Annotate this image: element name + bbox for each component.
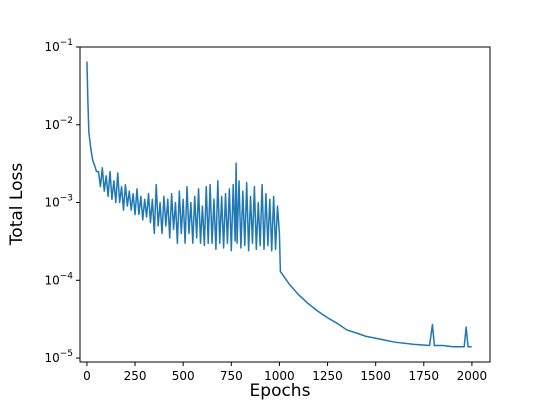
- y-tick-label: 10−4: [44, 271, 73, 287]
- x-tick-label: 1000: [264, 369, 295, 383]
- y-tick-label: 10−5: [44, 349, 73, 365]
- x-tick-label: 750: [220, 369, 243, 383]
- x-tick-label: 0: [83, 369, 91, 383]
- plot-frame: [79, 46, 491, 363]
- x-tick-label: 1500: [360, 369, 391, 383]
- x-tick-label: 1250: [312, 369, 343, 383]
- x-tick-label: 500: [172, 369, 195, 383]
- x-tick-label: 2000: [457, 369, 488, 383]
- y-axis-label: Total Loss: [7, 163, 27, 247]
- loss-line: [86, 61, 472, 348]
- x-tick-label: 1750: [409, 369, 440, 383]
- x-axis-label: Epochs: [250, 381, 311, 401]
- y-tick-label: 10−2: [44, 116, 73, 132]
- y-tick-label: 10−1: [44, 38, 73, 54]
- x-tick-label: 250: [124, 369, 147, 383]
- y-tick-label: 10−3: [44, 194, 73, 210]
